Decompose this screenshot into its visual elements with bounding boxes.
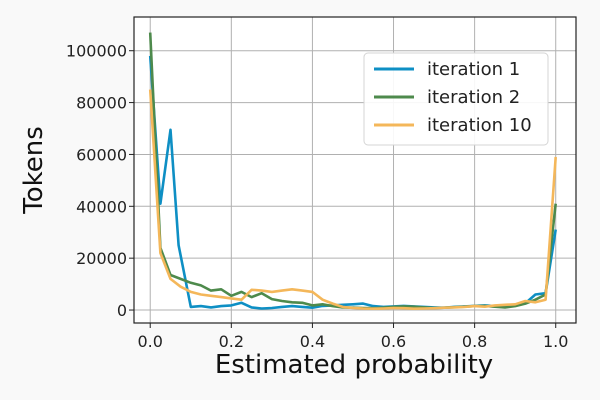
y-tick-label: 40000 (76, 197, 127, 216)
x-axis-title: Estimated probability (215, 350, 493, 380)
y-tick-label: 20000 (76, 249, 127, 268)
series-layer (148, 32, 557, 311)
legend-label: iteration 10 (427, 115, 532, 136)
series-line-3 (148, 89, 557, 311)
legend-label: iteration 2 (427, 87, 520, 108)
plot-frame (133, 16, 577, 324)
y-tick-label: 0 (117, 301, 127, 320)
legend: iteration 1 iteration 2 iteration 10 (363, 52, 549, 146)
legend-label: iteration 1 (427, 59, 520, 80)
x-tick-label: 1.0 (543, 332, 568, 351)
x-tick-label: 0.2 (219, 332, 244, 351)
y-tick-label: 60000 (76, 145, 127, 164)
x-tick-label: 0.0 (137, 332, 162, 351)
x-tick-label: 0.8 (462, 332, 487, 351)
x-axis-ticks: 0.0 0.2 0.4 0.6 0.8 1.0 (137, 323, 568, 351)
y-axis-title: Tokens (19, 126, 49, 215)
legend-box (363, 52, 549, 146)
y-tick-label: 100000 (66, 42, 127, 61)
x-tick-label: 0.4 (300, 332, 325, 351)
y-axis-ticks: 0 20000 40000 60000 80000 100000 (66, 42, 134, 320)
x-tick-label: 0.6 (381, 332, 406, 351)
y-tick-label: 80000 (76, 94, 127, 113)
